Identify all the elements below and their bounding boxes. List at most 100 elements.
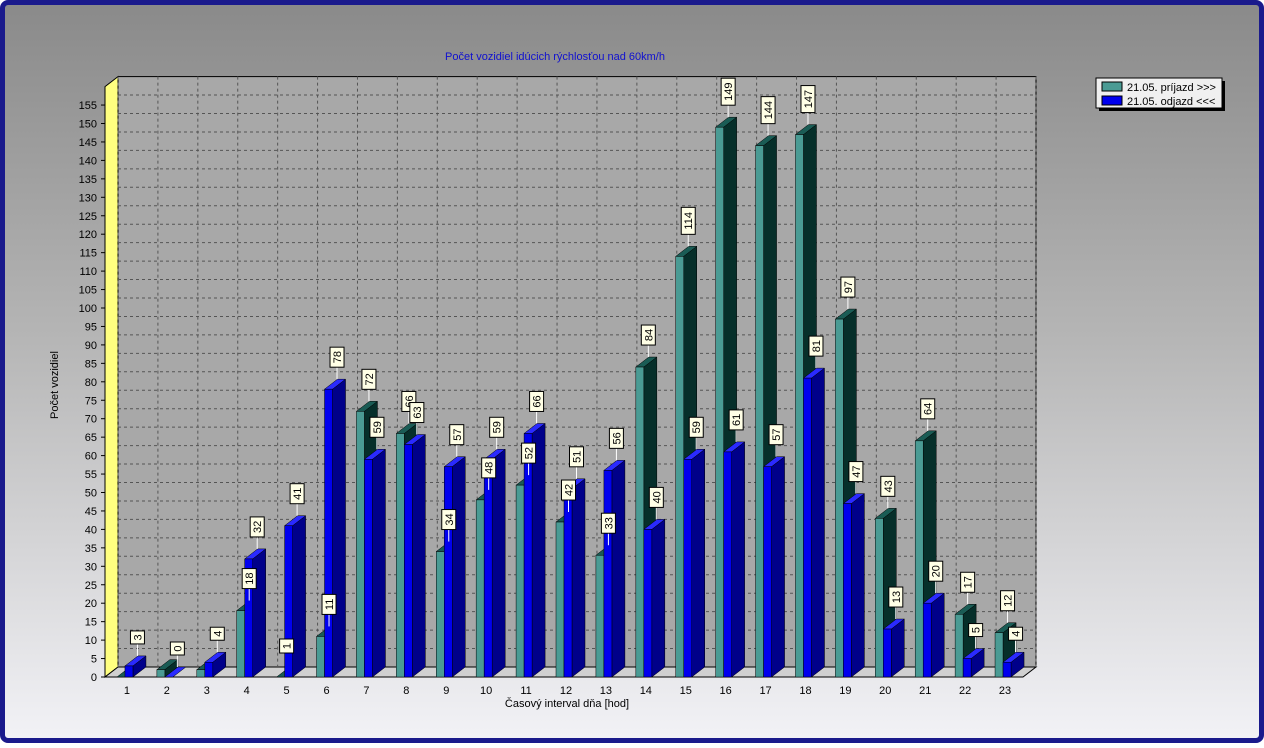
svg-text:42: 42 (564, 484, 576, 496)
svg-text:32: 32 (252, 521, 264, 533)
data-label: 66 (529, 390, 545, 424)
bar-odjazd-7 (363, 448, 387, 678)
y-tick-label: 65 (85, 432, 97, 444)
y-tick-label: 135 (79, 174, 97, 186)
x-tick-label: 16 (720, 685, 732, 697)
data-label: 33 (600, 512, 616, 546)
bar-odjazd-8 (403, 434, 427, 678)
svg-text:11: 11 (324, 599, 336, 610)
svg-text:20: 20 (931, 565, 943, 577)
data-labels: 3041832411117872596663345748595266425133… (129, 77, 1024, 667)
data-label: 81 (808, 335, 824, 369)
svg-text:81: 81 (811, 340, 823, 352)
data-label: 4 (1008, 626, 1024, 653)
x-tick-label: 20 (879, 685, 891, 697)
y-tick-label: 40 (85, 524, 97, 536)
data-label: 3 (129, 630, 145, 656)
data-label: 114 (680, 206, 696, 247)
bar-odjazd-14 (643, 518, 666, 678)
x-tick-label: 22 (959, 685, 971, 697)
y-tick-label: 140 (79, 155, 97, 167)
bar-odjazd-11 (523, 422, 546, 678)
y-tick-label: 125 (79, 211, 97, 223)
x-axis-title: Časový interval dňa [hod] (505, 697, 629, 710)
y-tick-label: 105 (79, 285, 97, 297)
svg-text:0: 0 (172, 645, 184, 651)
svg-text:4: 4 (1011, 631, 1023, 637)
svg-text:59: 59 (691, 421, 703, 433)
svg-text:1: 1 (282, 643, 294, 649)
svg-text:33: 33 (603, 517, 615, 529)
x-tick-label: 5 (284, 685, 290, 697)
svg-text:47: 47 (851, 465, 863, 477)
svg-text:78: 78 (332, 351, 344, 363)
y-tick-label: 15 (85, 617, 97, 629)
chart-title: Počet vozidiel idúcich rýchlosťou nad 60… (445, 51, 665, 63)
bar-odjazd-17 (762, 456, 786, 678)
data-label: 59 (489, 416, 505, 450)
y-tick-label: 55 (85, 469, 97, 481)
svg-text:61: 61 (731, 414, 743, 426)
bar-odjazd-20 (882, 618, 906, 678)
x-tick-label: 10 (480, 685, 492, 697)
data-label: 17 (960, 571, 976, 605)
data-label: 52 (521, 442, 537, 476)
data-label: 78 (329, 346, 345, 380)
svg-text:149: 149 (723, 83, 735, 101)
data-label: 57 (449, 424, 465, 457)
svg-text:52: 52 (524, 447, 536, 459)
bar-chart: 0510152025303540455055606570758085909510… (49, 51, 1225, 710)
svg-text:114: 114 (683, 212, 695, 230)
data-label: 5 (968, 623, 984, 649)
data-label: 63 (409, 402, 425, 435)
svg-text:84: 84 (643, 329, 655, 341)
y-tick-label: 115 (79, 248, 97, 260)
bar-odjazd-12 (563, 478, 586, 678)
bar-odjazd-10 (483, 448, 506, 678)
data-label: 147 (800, 85, 816, 125)
x-tick-label: 3 (204, 685, 210, 697)
legend-swatch (1101, 95, 1123, 106)
data-label: 32 (249, 516, 265, 549)
svg-text:144: 144 (763, 101, 775, 119)
y-tick-label: 50 (85, 488, 97, 500)
y-tick-label: 35 (85, 543, 97, 555)
data-label: 13 (888, 586, 904, 620)
svg-text:66: 66 (532, 395, 544, 407)
y-tick-label: 20 (85, 598, 97, 610)
svg-text:57: 57 (452, 429, 464, 441)
y-tick-label: 45 (85, 506, 97, 518)
data-label: 64 (920, 398, 936, 431)
y-tick-label: 75 (85, 395, 97, 407)
bar-odjazd-9 (443, 456, 466, 678)
x-axis-ticks: 1 2 3 4 5 6 7 8 9 10 11 12 13 14 15 16 17 18 19 20 21 22 23 (124, 685, 1011, 697)
x-tick-label: 13 (600, 685, 612, 697)
svg-text:59: 59 (492, 421, 504, 433)
data-label: 72 (361, 368, 377, 402)
svg-text:40: 40 (651, 491, 663, 503)
x-tick-label: 18 (799, 685, 811, 697)
y-axis-ticks: 0 5 10 15 20 25 30 35 40 45 50 55 60 65 70 75 80 85 90 95 10… (79, 100, 105, 684)
svg-text:13: 13 (891, 591, 903, 603)
svg-text:18: 18 (244, 572, 256, 584)
svg-text:97: 97 (843, 281, 855, 293)
y-tick-label: 60 (85, 451, 97, 463)
data-label: 51 (569, 446, 584, 479)
data-label: 12 (1000, 590, 1016, 623)
bar-odjazd-1 (124, 655, 147, 678)
y-tick-label: 95 (85, 321, 97, 333)
y-tick-label: 150 (79, 119, 97, 131)
data-label: 42 (561, 479, 576, 513)
svg-text:63: 63 (412, 406, 424, 418)
x-tick-label: 15 (680, 685, 692, 697)
svg-text:59: 59 (372, 421, 384, 433)
bar-odjazd-19 (842, 493, 866, 678)
bar-prijazd-2 (156, 659, 179, 678)
y-tick-label: 145 (79, 137, 97, 149)
y-tick-label: 100 (79, 303, 97, 315)
data-label: 18 (241, 568, 257, 601)
x-tick-label: 8 (403, 685, 409, 697)
bar-odjazd-18 (802, 367, 826, 678)
data-label: 61 (728, 409, 744, 442)
